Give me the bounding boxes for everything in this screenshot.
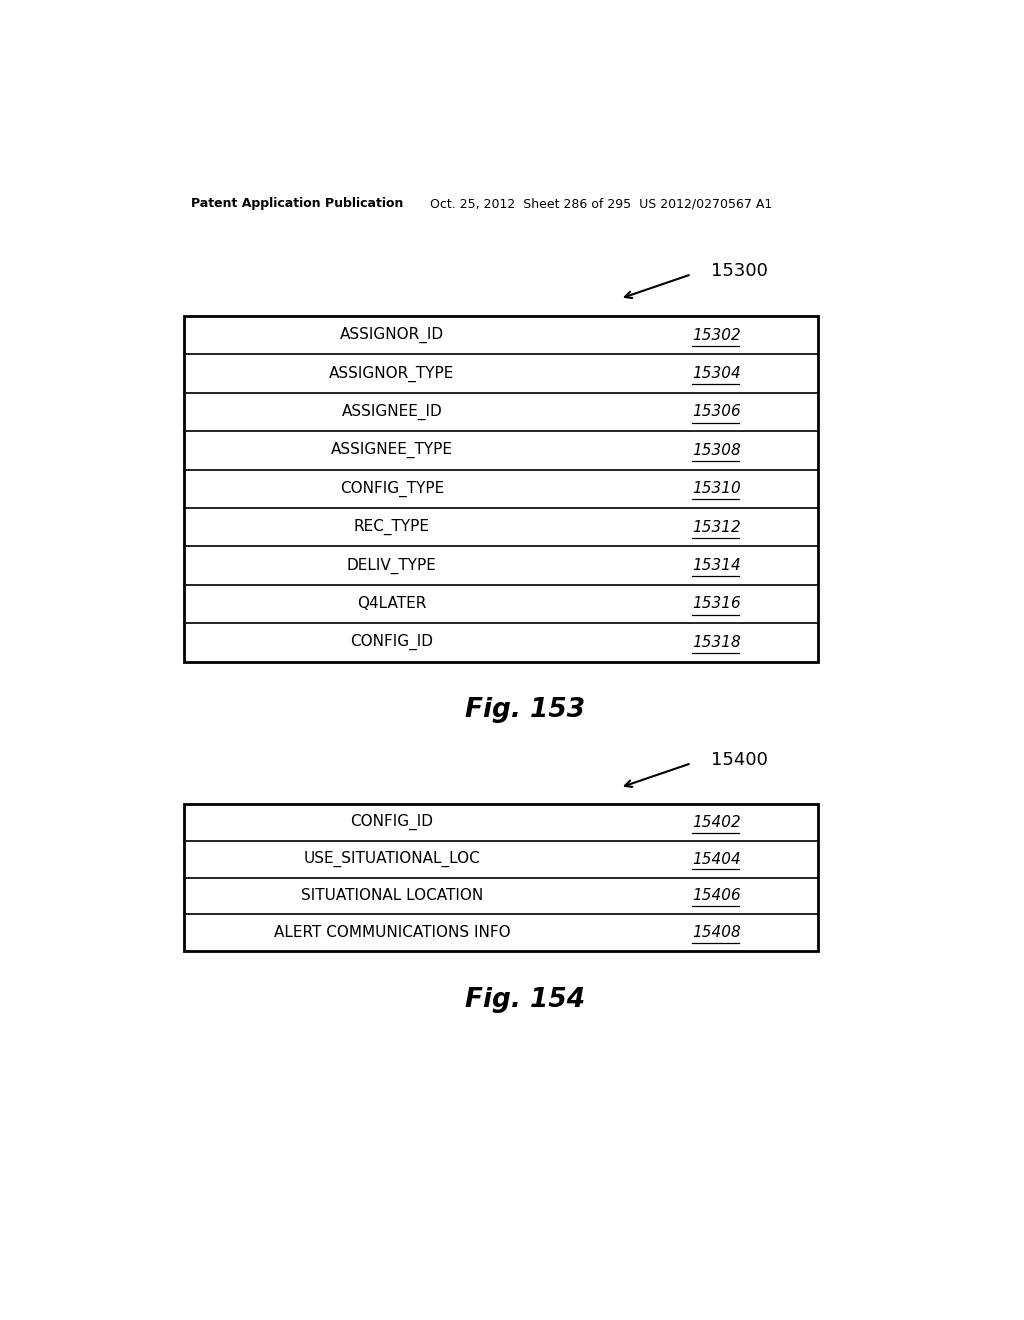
Text: 15402: 15402 bbox=[692, 814, 740, 830]
Text: ASSIGNOR_TYPE: ASSIGNOR_TYPE bbox=[329, 366, 455, 381]
Bar bbox=[183, 804, 818, 952]
Text: Fig. 153: Fig. 153 bbox=[465, 697, 585, 723]
Text: CONFIG_TYPE: CONFIG_TYPE bbox=[340, 480, 444, 496]
Text: 15308: 15308 bbox=[692, 442, 740, 458]
Text: Oct. 25, 2012  Sheet 286 of 295  US 2012/0270567 A1: Oct. 25, 2012 Sheet 286 of 295 US 2012/0… bbox=[430, 197, 772, 210]
Text: ALERT COMMUNICATIONS INFO: ALERT COMMUNICATIONS INFO bbox=[273, 925, 510, 940]
Text: 15306: 15306 bbox=[692, 404, 740, 420]
Text: USE_SITUATIONAL_LOC: USE_SITUATIONAL_LOC bbox=[303, 851, 480, 867]
Text: 15316: 15316 bbox=[692, 597, 740, 611]
Text: Patent Application Publication: Patent Application Publication bbox=[191, 197, 403, 210]
Text: 15318: 15318 bbox=[692, 635, 740, 649]
Text: ASSIGNOR_ID: ASSIGNOR_ID bbox=[340, 327, 444, 343]
Text: REC_TYPE: REC_TYPE bbox=[354, 519, 430, 535]
Text: 15400: 15400 bbox=[712, 751, 768, 770]
Text: CONFIG_ID: CONFIG_ID bbox=[350, 814, 433, 830]
Text: 15406: 15406 bbox=[692, 888, 740, 903]
Text: 15314: 15314 bbox=[692, 558, 740, 573]
Text: ASSIGNEE_ID: ASSIGNEE_ID bbox=[341, 404, 442, 420]
Text: 15310: 15310 bbox=[692, 482, 740, 496]
Text: DELIV_TYPE: DELIV_TYPE bbox=[347, 557, 437, 574]
Text: 15304: 15304 bbox=[692, 366, 740, 381]
Bar bbox=[183, 315, 818, 661]
Text: 15300: 15300 bbox=[712, 263, 768, 280]
Text: ASSIGNEE_TYPE: ASSIGNEE_TYPE bbox=[331, 442, 453, 458]
Text: 15408: 15408 bbox=[692, 925, 740, 940]
Text: CONFIG_ID: CONFIG_ID bbox=[350, 634, 433, 651]
Text: 15404: 15404 bbox=[692, 851, 740, 867]
Text: 15312: 15312 bbox=[692, 520, 740, 535]
Text: SITUATIONAL LOCATION: SITUATIONAL LOCATION bbox=[301, 888, 483, 903]
Text: Fig. 154: Fig. 154 bbox=[465, 987, 585, 1012]
Text: Q4LATER: Q4LATER bbox=[357, 597, 427, 611]
Text: 15302: 15302 bbox=[692, 327, 740, 343]
